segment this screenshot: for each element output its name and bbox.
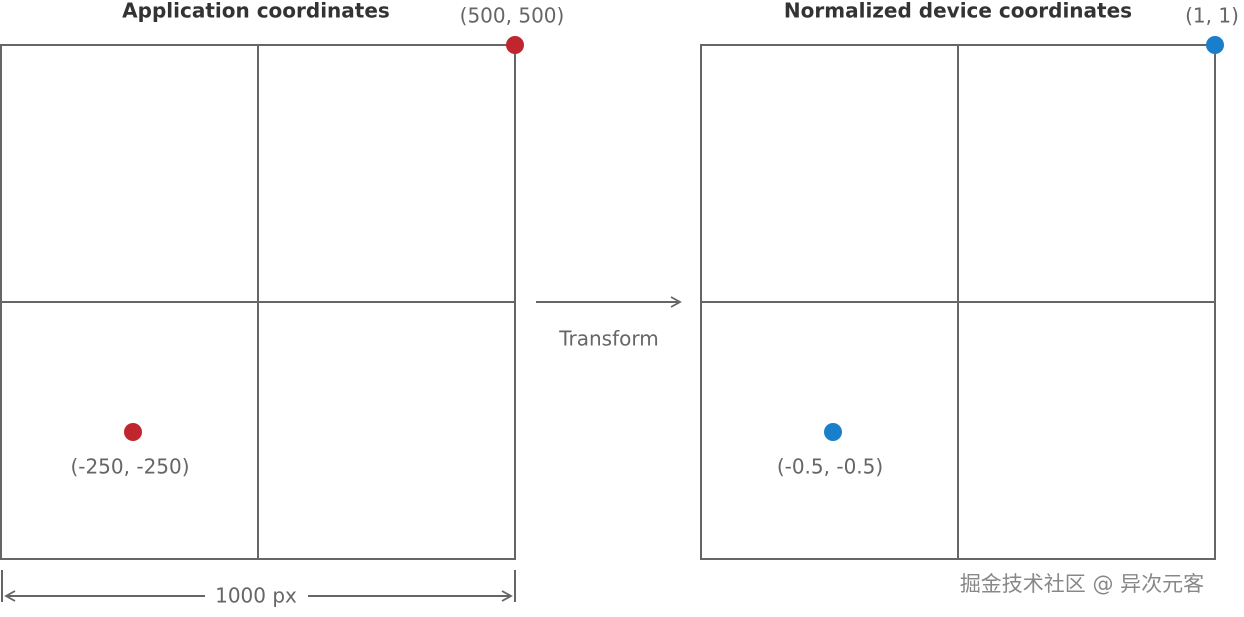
point-label: (-250, -250): [70, 455, 189, 479]
point-label: (500, 500): [460, 4, 565, 28]
right-grid: [700, 44, 1216, 560]
point-label: (-0.5, -0.5): [777, 455, 883, 479]
corner-point: [506, 36, 524, 54]
arrow-label: Transform: [558, 327, 658, 351]
sample-point: [124, 423, 142, 441]
panel-title: Normalized device coordinates: [784, 0, 1132, 23]
watermark: 掘金技术社区 @ 异次元客: [960, 572, 1204, 596]
panel-title: Application coordinates: [122, 0, 390, 23]
point-label: (1, 1): [1185, 4, 1239, 28]
corner-point: [1206, 36, 1224, 54]
left-grid: [0, 44, 516, 560]
sample-point: [824, 423, 842, 441]
dimension-label: 1000 px: [215, 584, 297, 608]
